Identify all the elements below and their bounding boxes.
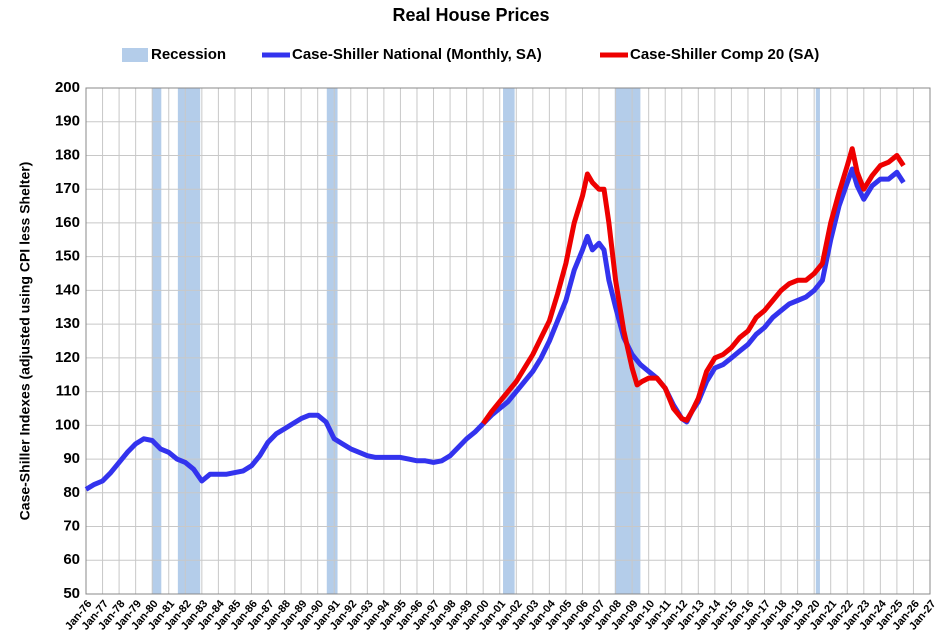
legend-label: Case-Shiller Comp 20 (SA) [630, 46, 819, 63]
legend-swatch [122, 48, 148, 62]
y-tick-label: 130 [55, 315, 80, 332]
y-tick-label: 140 [55, 281, 80, 298]
y-axis-label: Case-Shiller Indexes (adjusted using CPI… [17, 162, 33, 521]
chart-title: Real House Prices [392, 5, 549, 25]
recession-band [503, 88, 515, 594]
y-tick-label: 80 [63, 484, 80, 501]
y-tick-label: 70 [63, 518, 80, 535]
legend-label: Case-Shiller National (Monthly, SA) [292, 46, 542, 63]
y-tick-label: 100 [55, 416, 80, 433]
recession-band [177, 88, 201, 594]
y-tick-label: 50 [63, 585, 80, 602]
recession-band [326, 88, 338, 594]
y-tick-label: 180 [55, 146, 80, 163]
recession-band [815, 88, 820, 594]
y-tick-label: 190 [55, 113, 80, 130]
y-tick-label: 110 [56, 383, 80, 400]
y-tick-label: 150 [55, 248, 80, 265]
legend-label: Recession [151, 46, 226, 63]
y-tick-label: 60 [63, 551, 80, 568]
y-tick-label: 160 [55, 214, 80, 231]
y-tick-label: 120 [55, 349, 80, 366]
y-tick-label: 90 [63, 450, 80, 467]
recession-band [152, 88, 162, 594]
series-line [84, 166, 906, 492]
y-tick-label: 170 [55, 180, 80, 197]
y-tick-label: 200 [55, 79, 80, 96]
plot-frame [85, 87, 931, 595]
series-line [481, 146, 906, 426]
